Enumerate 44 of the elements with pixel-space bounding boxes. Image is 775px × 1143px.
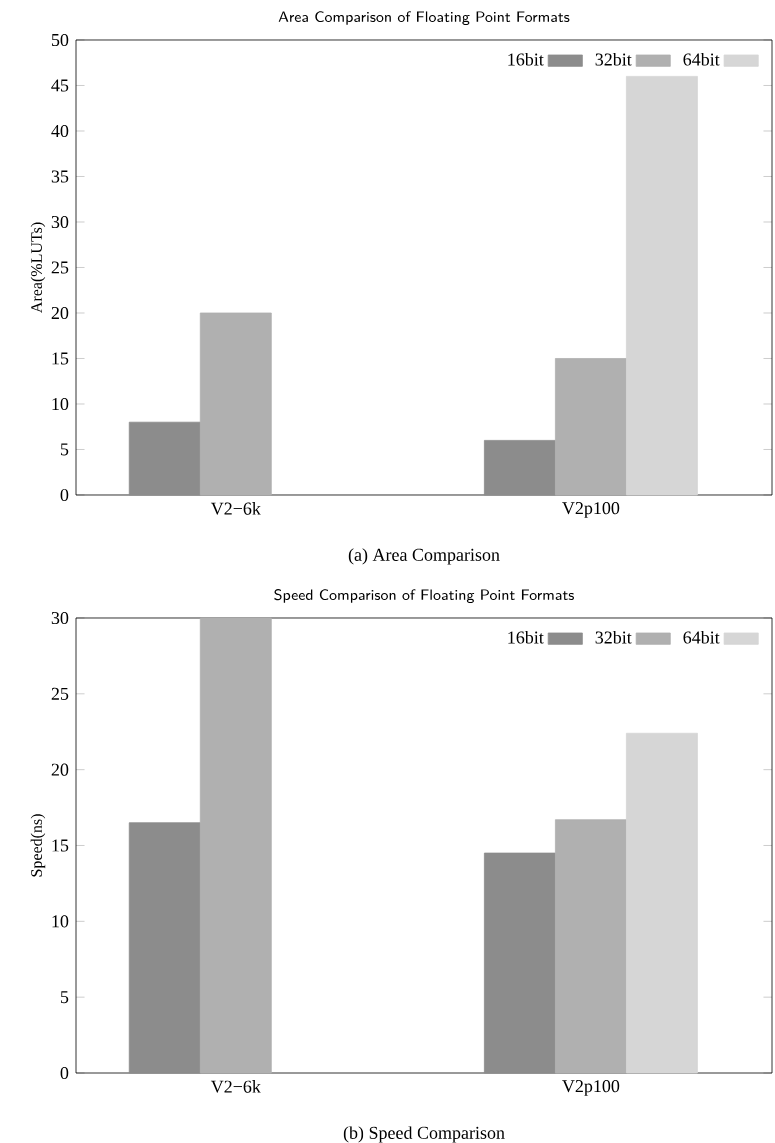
y-tick-label: 10 — [52, 397, 69, 411]
bar — [128, 822, 201, 1074]
bar — [554, 819, 627, 1074]
x-tick-label: V2−6k — [210, 1080, 261, 1093]
bar — [483, 439, 556, 496]
legend-label: 16bit — [508, 630, 544, 644]
y-tick-label: 35 — [51, 170, 69, 183]
text: (b) Speed Comparison — [343, 1126, 505, 1143]
chart-title: Speed Comparison of Floating Point Formats — [274, 589, 574, 603]
y-tick-label: 45 — [51, 79, 69, 92]
bar — [199, 617, 272, 1074]
y-tick-label: 5 — [60, 443, 69, 456]
y-tick-label: 40 — [51, 124, 69, 138]
x-tick-label: V2p100 — [562, 502, 620, 518]
y-axis-title: Area(%LUTs) — [30, 222, 46, 313]
x-tick-label: V2−6k — [210, 502, 261, 515]
legend-label: 64bit — [683, 52, 720, 66]
y-tick-label: 15 — [52, 839, 69, 852]
bar — [483, 852, 556, 1074]
y-tick-label: 30 — [51, 611, 69, 625]
y-tick-label: 20 — [51, 763, 69, 776]
y-tick-label: 0 — [60, 1066, 69, 1080]
bar — [626, 732, 698, 1074]
text: (a) Area Comparison — [348, 548, 500, 565]
bar — [128, 421, 201, 496]
y-tick-label: 0 — [60, 488, 69, 502]
y-tick-label: 30 — [51, 215, 69, 229]
bar — [626, 75, 698, 496]
bar — [199, 312, 272, 496]
legend-label: 64bit — [683, 630, 720, 644]
y-tick-label: 15 — [52, 352, 69, 365]
legend-label: 32bit — [595, 52, 632, 66]
y-tick-label: 20 — [51, 306, 69, 320]
y-tick-label: 10 — [52, 915, 69, 928]
y-tick-label: 50 — [51, 33, 69, 47]
y-tick-label: 25 — [51, 687, 69, 700]
legend-label: 32bit — [595, 630, 632, 644]
y-tick-label: 5 — [60, 991, 69, 1004]
bar — [554, 358, 627, 496]
legend-label: 16bit — [508, 52, 544, 66]
x-tick-label: V2p100 — [562, 1080, 620, 1096]
y-axis-title: Speed(ns) — [30, 814, 46, 877]
y-tick-label: 25 — [51, 261, 69, 274]
chart-title: Area Comparison of Floating Point Formats — [278, 11, 570, 25]
